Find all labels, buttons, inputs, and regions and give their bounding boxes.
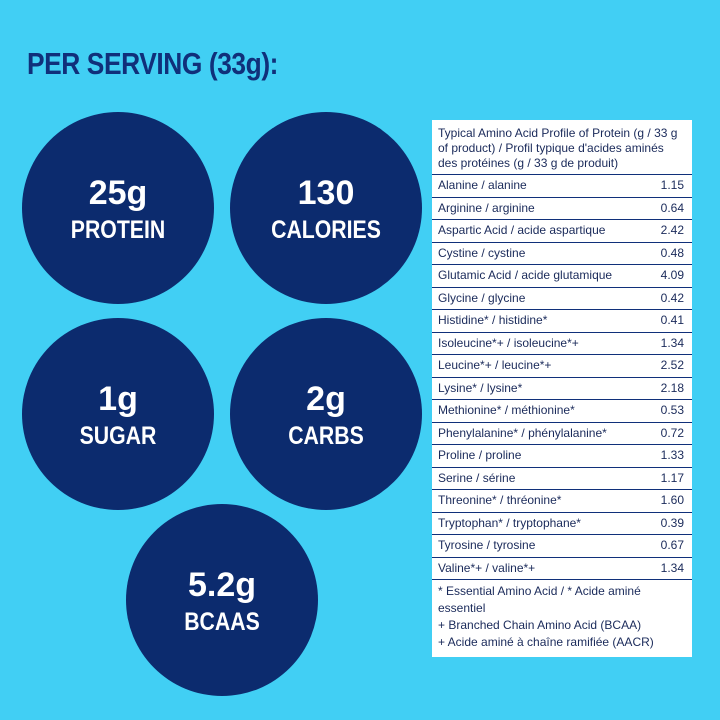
amino-value: 0.42 bbox=[660, 290, 684, 305]
amino-value: 4.09 bbox=[660, 268, 684, 282]
table-row: Arginine / arginine 0.64 bbox=[432, 198, 692, 220]
table-title: Typical Amino Acid Profile of Protein (g… bbox=[432, 120, 692, 175]
amino-name: Tyrosine / tyrosine bbox=[438, 538, 536, 552]
highlight-label: SUGAR bbox=[79, 422, 157, 450]
highlight-value: 5.2g bbox=[187, 566, 257, 604]
table-row: Serine / sérine 1.17 bbox=[432, 468, 692, 490]
table-row: Threonine* / thréonine* 1.60 bbox=[432, 490, 692, 513]
table-row: Glycine / glycine 0.42 bbox=[432, 288, 692, 310]
footnotes: * Essential Amino Acid / * Acide aminé e… bbox=[432, 580, 692, 657]
amino-name: Alanine / alanine bbox=[438, 178, 527, 192]
highlight: 5.2g BCAAS bbox=[126, 504, 318, 696]
amino-value: 1.34 bbox=[660, 335, 684, 350]
amino-name: Glutamic Acid / acide glutamique bbox=[438, 268, 613, 282]
highlight-label: BCAAS bbox=[184, 608, 260, 636]
table-row: Cystine / cystine 0.48 bbox=[432, 243, 692, 265]
highlight-value: 25g bbox=[88, 174, 148, 212]
highlight: 2g CARBS bbox=[230, 318, 422, 510]
table-row: Tyrosine / tyrosine 0.67 bbox=[432, 535, 692, 558]
amino-name: Valine*+ / valine*+ bbox=[438, 560, 536, 575]
amino-name: Methionine* / méthionine* bbox=[438, 403, 575, 417]
title: PER SERVING (33g): bbox=[27, 46, 279, 81]
highlight: 25g PROTEIN bbox=[22, 112, 214, 304]
highlight-label: CALORIES bbox=[271, 216, 381, 244]
table-row: Histidine* / histidine* 0.41 bbox=[432, 310, 692, 333]
amino-name: Tryptophan* / tryptophane* bbox=[438, 515, 581, 530]
amino-name: Serine / sérine bbox=[438, 470, 516, 485]
amino-value: 1.15 bbox=[660, 178, 684, 192]
table-row: Phenylalanine* / phénylalanine* 0.72 bbox=[432, 423, 692, 445]
amino-value: 0.48 bbox=[660, 245, 684, 260]
highlight-label: CARBS bbox=[288, 422, 364, 450]
amino-name: Histidine* / histidine* bbox=[438, 313, 548, 327]
amino-value: 0.41 bbox=[660, 313, 684, 327]
amino-value: 2.18 bbox=[660, 380, 684, 395]
amino-table: Typical Amino Acid Profile of Protein (g… bbox=[432, 120, 692, 657]
table-row: Methionine* / méthionine* 0.53 bbox=[432, 400, 692, 423]
highlight-label: PROTEIN bbox=[70, 216, 166, 244]
amino-value: 1.34 bbox=[660, 560, 684, 575]
amino-name: Threonine* / thréonine* bbox=[438, 493, 562, 507]
highlight: 130 CALORIES bbox=[230, 112, 422, 304]
amino-name: Leucine*+ / leucine*+ bbox=[438, 358, 552, 372]
amino-value: 0.72 bbox=[660, 425, 684, 440]
footnote: + Branched Chain Amino Acid (BCAA) bbox=[438, 618, 642, 632]
amino-name: Lysine* / lysine* bbox=[438, 380, 523, 395]
footnote: + Acide aminé à chaîne ramifiée (AACR) bbox=[438, 635, 654, 649]
amino-value: 0.64 bbox=[660, 200, 684, 215]
table-row: Isoleucine*+ / isoleucine*+ 1.34 bbox=[432, 333, 692, 355]
table-row: Aspartic Acid / acide aspartique 2.42 bbox=[432, 220, 692, 243]
amino-name: Arginine / arginine bbox=[438, 200, 535, 215]
table-row: Glutamic Acid / acide glutamique 4.09 bbox=[432, 265, 692, 288]
table-row: Proline / proline 1.33 bbox=[432, 445, 692, 468]
amino-value: 0.39 bbox=[660, 515, 684, 530]
highlight-value: 1g bbox=[98, 380, 138, 418]
highlight-value: 130 bbox=[297, 174, 355, 212]
amino-value: 2.42 bbox=[660, 223, 684, 237]
amino-name: Phenylalanine* / phénylalanine* bbox=[438, 425, 607, 440]
amino-value: 2.52 bbox=[660, 358, 684, 372]
table-row: Valine*+ / valine*+ 1.34 bbox=[432, 558, 692, 580]
amino-value: 1.17 bbox=[660, 470, 684, 485]
amino-name: Aspartic Acid / acide aspartique bbox=[438, 223, 606, 237]
table-body: Alanine / alanine 1.15 Arginine / arginine… bbox=[432, 175, 692, 580]
amino-value: 1.60 bbox=[660, 493, 684, 507]
highlight: 1g SUGAR bbox=[22, 318, 214, 510]
amino-name: Proline / proline bbox=[438, 448, 522, 462]
amino-value: 0.67 bbox=[660, 538, 684, 552]
highlight-value: 2g bbox=[306, 380, 346, 418]
table-row: Tryptophan* / tryptophane* 0.39 bbox=[432, 513, 692, 535]
amino-name: Cystine / cystine bbox=[438, 245, 526, 260]
table-row: Leucine*+ / leucine*+ 2.52 bbox=[432, 355, 692, 378]
amino-value: 0.53 bbox=[660, 403, 684, 417]
table-row: Lysine* / lysine* 2.18 bbox=[432, 378, 692, 400]
footnote: * Essential Amino Acid / * Acide aminé e… bbox=[438, 584, 641, 615]
amino-value: 1.33 bbox=[660, 448, 684, 462]
table-row: Alanine / alanine 1.15 bbox=[432, 175, 692, 198]
amino-name: Isoleucine*+ / isoleucine*+ bbox=[438, 335, 579, 350]
amino-name: Glycine / glycine bbox=[438, 290, 526, 305]
